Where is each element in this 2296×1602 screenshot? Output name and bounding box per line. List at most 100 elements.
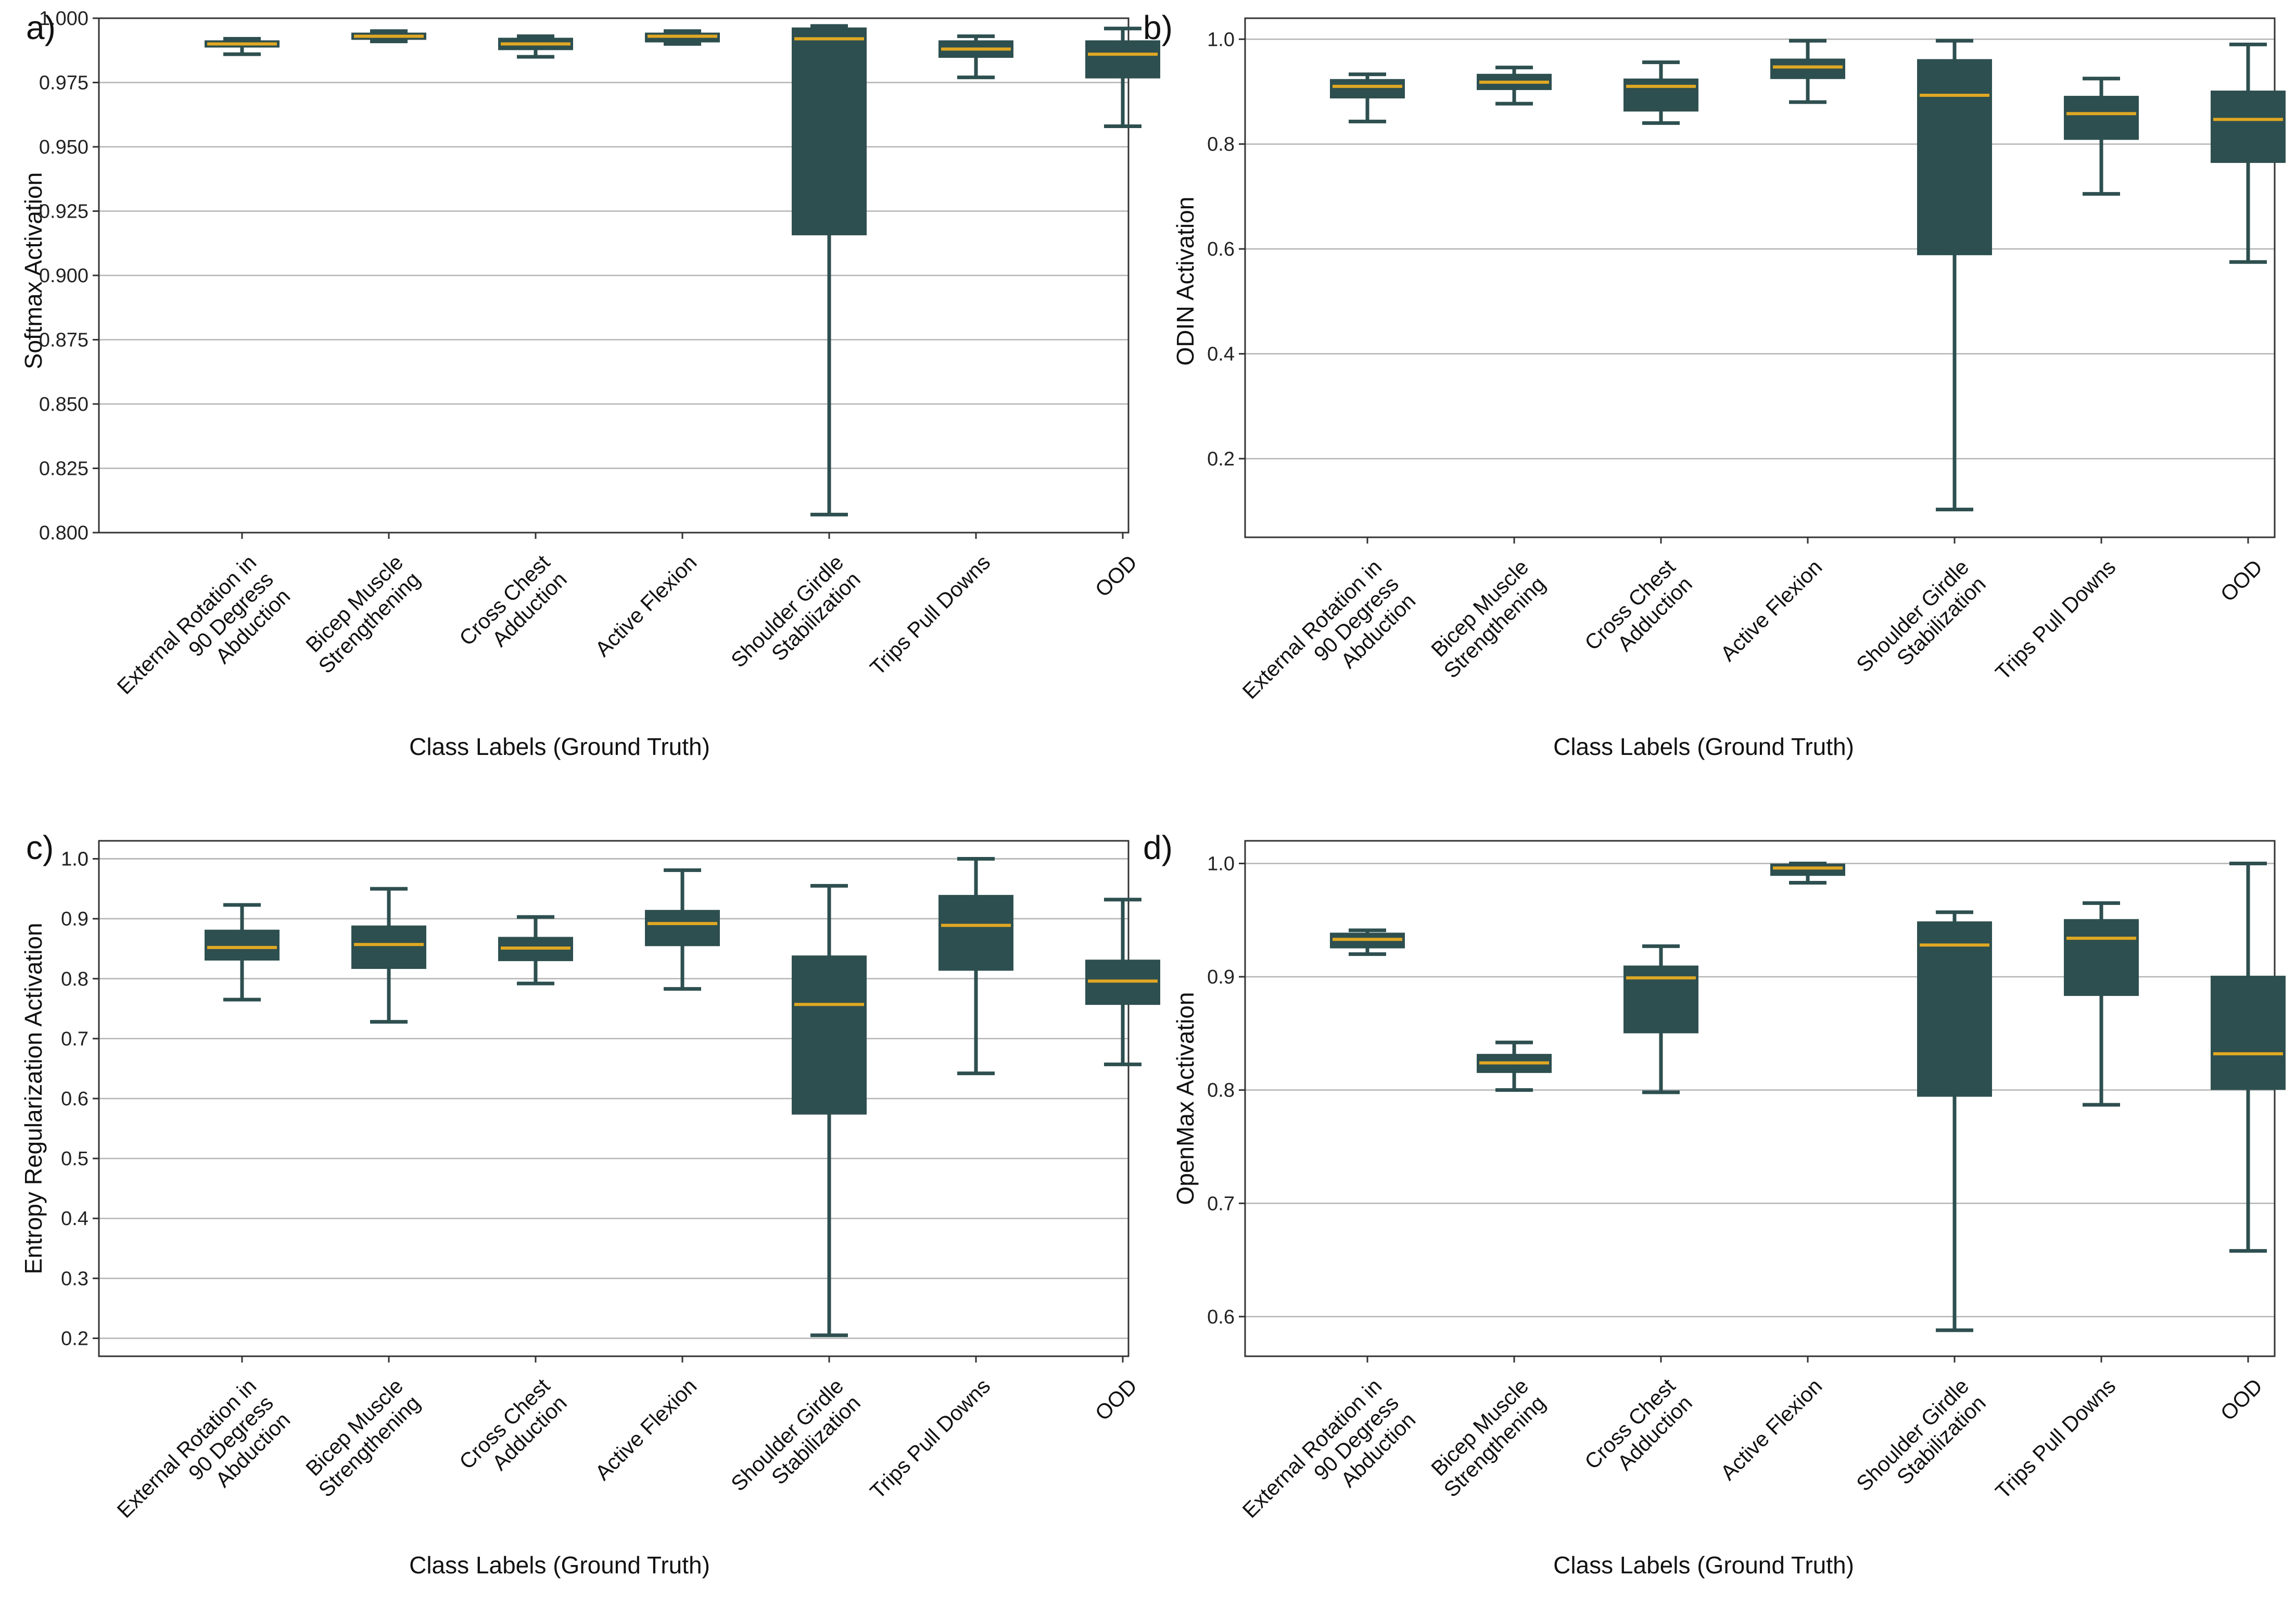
box-iqr	[792, 27, 867, 235]
box-iqr	[1330, 79, 1405, 99]
x-tick-label-line: Trips Pull Downs	[865, 1374, 995, 1504]
y-axis-title-b: ODIN Activation	[1172, 197, 1199, 366]
x-tick-label: Bicep MuscleStrengthening	[1422, 1374, 1550, 1502]
y-tick-label: 0.800	[39, 522, 88, 544]
y-axis-title-a: Softmax Activation	[20, 172, 47, 369]
y-tick-label: 1.0	[61, 849, 88, 871]
x-tick-label: External Rotation in90 DegressAbduction	[1238, 555, 1420, 738]
y-tick-label: 0.850	[39, 394, 88, 415]
x-tick-label: External Rotation in90 DegressAbduction	[112, 1374, 295, 1557]
box-iqr	[2064, 96, 2139, 140]
box-iqr	[792, 955, 867, 1115]
y-tick-label: 0.900	[39, 265, 88, 287]
box-iqr	[2064, 919, 2139, 996]
x-tick-label: Trips Pull Downs	[1990, 555, 2120, 685]
box-3: Active Flexion	[590, 29, 720, 661]
y-tick-label: 0.8	[1207, 134, 1235, 156]
panel-letter-a: a)	[26, 9, 56, 46]
x-tick-label: External Rotation in90 DegressAbduction	[1238, 1374, 1420, 1557]
x-tick-label: OOD	[1090, 1374, 1142, 1426]
box-2: Cross ChestAdduction	[454, 34, 573, 667]
plot-frame	[1244, 840, 2276, 1357]
y-tick-label: 0.3	[61, 1268, 88, 1290]
box-0: External Rotation in90 DegressAbduction	[1238, 72, 1420, 738]
x-tick-label-line: OOD	[2216, 555, 2267, 607]
x-tick-label-line: Active Flexion	[590, 1374, 701, 1485]
x-tick-label: External Rotation in90 DegressAbduction	[112, 550, 295, 733]
box-6: OOD	[1085, 898, 1160, 1426]
x-tick-label: Cross ChestAdduction	[1580, 1373, 1697, 1491]
x-tick-label: Shoulder GirdleStabilization	[726, 1374, 865, 1513]
box-iqr	[351, 925, 426, 969]
y-tick-label: 0.4	[61, 1208, 88, 1230]
x-tick-label: OOD	[1090, 550, 1142, 602]
box-1: Bicep MuscleStrengthening	[1422, 1040, 1552, 1502]
panel-letter-c: c)	[26, 829, 54, 866]
box-iqr	[1085, 40, 1160, 79]
x-tick-label-line: Active Flexion	[590, 550, 701, 661]
plot-frame	[1244, 17, 2276, 538]
x-tick-label: OOD	[2216, 555, 2267, 607]
box-2: Cross ChestAdduction	[1580, 944, 1698, 1491]
panel-letter-d: d)	[1143, 829, 1173, 866]
box-6: OOD	[2211, 862, 2286, 1426]
y-tick-label: 1.0	[61, 849, 88, 871]
y-tick-label: 0.950	[39, 136, 88, 158]
box-iqr	[2211, 90, 2286, 163]
box-4: Shoulder GirdleStabilization	[726, 24, 867, 672]
x-tick-label: Active Flexion	[590, 1374, 701, 1485]
y-tick-label: 1.0	[1207, 853, 1235, 875]
x-tick-label: Bicep MuscleStrengthening	[1422, 555, 1550, 683]
y-tick-label: 0.8	[1207, 1080, 1235, 1102]
x-tick-label-line: Trips Pull Downs	[865, 550, 995, 680]
plot-frame	[98, 17, 1130, 534]
panel-letter-b: b)	[1143, 9, 1173, 46]
box-5: Trips Pull Downs	[865, 34, 1013, 680]
y-tick-label: 0.2	[61, 1328, 88, 1349]
box-4: Shoulder GirdleStabilization	[726, 884, 867, 1513]
box-4: Shoulder GirdleStabilization	[1851, 910, 1992, 1513]
x-tick-label-line: OOD	[1090, 1374, 1142, 1426]
y-tick-label: 0.975	[39, 72, 88, 94]
x-tick-label: Active Flexion	[1716, 555, 1826, 666]
panel-a: a) Softmax Activation Class Labels (Grou…	[20, 8, 1160, 760]
box-iqr	[1770, 863, 1845, 876]
y-tick-label: 0.7	[1207, 1193, 1235, 1215]
box-iqr	[2211, 976, 2286, 1090]
x-tick-label-line: Trips Pull Downs	[1990, 555, 2120, 685]
y-tick-label: 0.9	[1207, 966, 1235, 988]
x-tick-label: Active Flexion	[1716, 1374, 1826, 1485]
x-tick-label: Bicep MuscleStrengthening	[297, 1374, 425, 1502]
box-0: External Rotation in90 DegressAbduction	[112, 37, 295, 733]
box-5: Trips Pull Downs	[1990, 77, 2139, 685]
x-tick-label: Trips Pull Downs	[865, 1374, 995, 1504]
y-tick-label: 0.9	[61, 909, 88, 930]
box-2: Cross ChestAdduction	[1580, 60, 1698, 656]
x-axis-title-b: Class Labels (Ground Truth)	[1553, 733, 1854, 760]
y-tick-label: 0.7	[61, 1028, 88, 1050]
y-tick-label: 0.8	[61, 968, 88, 990]
x-tick-label: Shoulder GirdleStabilization	[1851, 1374, 1990, 1513]
y-tick-label: 1.0	[1207, 29, 1235, 51]
y-tick-label: 0.825	[39, 458, 88, 480]
y-tick-label: 0.875	[39, 330, 88, 351]
box-6: OOD	[1085, 27, 1160, 602]
box-1: Bicep MuscleStrengthening	[1422, 66, 1552, 683]
box-iqr	[938, 894, 1013, 971]
panel-d: d) OpenMax Activation Class Labels (Grou…	[1143, 829, 2286, 1579]
box-iqr	[1917, 59, 1992, 256]
x-tick-label: Bicep MuscleStrengthening	[297, 550, 425, 678]
x-tick-label: Active Flexion	[590, 550, 701, 661]
x-tick-label-line: Trips Pull Downs	[1990, 1374, 2120, 1504]
box-0: External Rotation in90 DegressAbduction	[112, 903, 295, 1557]
x-tick-label-line: OOD	[2216, 1374, 2267, 1426]
y-tick-label: 0.6	[1207, 1306, 1235, 1328]
box-3: Active Flexion	[590, 868, 720, 1485]
box-5: Trips Pull Downs	[865, 857, 1013, 1504]
box-2: Cross ChestAdduction	[454, 915, 573, 1475]
box-1: Bicep MuscleStrengthening	[297, 29, 426, 678]
x-axis-title-a: Class Labels (Ground Truth)	[409, 733, 710, 760]
x-tick-label-line: OOD	[1090, 550, 1142, 602]
x-tick-label: Cross ChestAdduction	[454, 550, 572, 667]
